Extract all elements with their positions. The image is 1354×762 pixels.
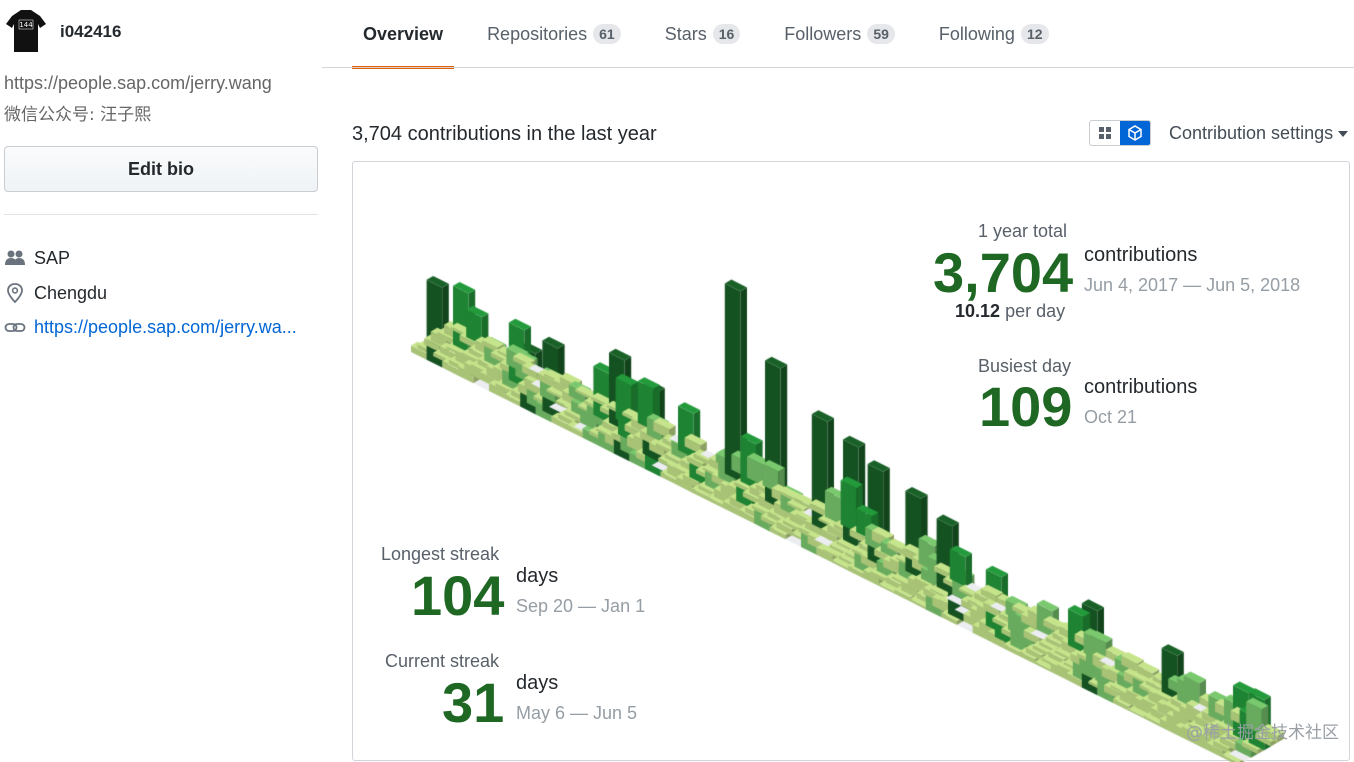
longest-streak-unit: days <box>516 565 559 587</box>
contribution-settings-dropdown[interactable]: Contribution settings <box>1169 123 1349 144</box>
current-streak-value: 31 <box>442 671 505 734</box>
grid-icon <box>1099 127 1111 139</box>
profile-bio-url: https://people.sap.com/jerry.wang <box>4 73 272 93</box>
isometric-contributions-panel: 1 year total 3,704 contributions Jun 4, … <box>352 161 1351 762</box>
contribution-settings-label: Contribution settings <box>1169 123 1334 143</box>
per-day-value: 10.12 <box>955 301 1001 321</box>
current-streak-label: Current streak <box>385 651 500 671</box>
people-icon <box>5 250 25 265</box>
location-name: Chengdu <box>34 282 108 303</box>
year-total-range: Jun 4, 2017 — Jun 5, 2018 <box>1084 275 1301 295</box>
contributions-heading: 3,704 contributions in the last year <box>352 123 657 145</box>
tab-following[interactable]: Following 12 <box>928 0 1060 68</box>
busiest-day-value: 109 <box>979 375 1073 438</box>
longest-streak-value: 104 <box>411 564 505 627</box>
tab-label: Overview <box>363 23 444 44</box>
caret-down-icon <box>1338 131 1349 138</box>
busiest-day-label: Busiest day <box>978 356 1072 376</box>
repositories-count: 61 <box>593 24 621 44</box>
stars-count: 16 <box>712 24 741 44</box>
tab-repositories[interactable]: Repositories 61 <box>476 0 632 68</box>
busiest-day-date: Oct 21 <box>1084 407 1138 427</box>
profile-nav: 144 i042416 Overview Repositories 61 Sta… <box>0 0 1354 69</box>
watermark: @稀土掘金技术社区 <box>1186 723 1339 743</box>
website-link[interactable]: https://people.sap.com/jerry.wa... <box>34 316 297 337</box>
tab-followers[interactable]: Followers 59 <box>773 0 906 68</box>
company-name: SAP <box>34 247 71 268</box>
avatar[interactable]: 144 <box>4 6 48 52</box>
location-icon <box>7 283 23 304</box>
profile-bio-wechat: 微信公众号: 汪子熙 <box>4 105 152 125</box>
year-total-label: 1 year total <box>978 221 1068 241</box>
svg-text:144: 144 <box>19 21 33 29</box>
longest-streak-range: Sep 20 — Jan 1 <box>516 596 646 616</box>
longest-streak-label: Longest streak <box>381 544 500 564</box>
isometric-contribution-graph <box>353 162 1351 762</box>
year-total-unit: contributions <box>1084 244 1198 266</box>
edit-bio-button[interactable]: Edit bio <box>4 146 318 192</box>
link-icon <box>4 323 26 332</box>
cube-icon <box>1128 125 1142 141</box>
tab-label: Following <box>938 23 1015 44</box>
grid-view-button[interactable] <box>1090 121 1120 145</box>
following-count: 12 <box>1020 24 1049 44</box>
username: i042416 <box>60 22 122 41</box>
current-streak-range: May 6 — Jun 5 <box>516 703 638 723</box>
followers-count: 59 <box>867 24 895 44</box>
per-day: 10.12 per day <box>955 301 1065 322</box>
busiest-day-unit: contributions <box>1084 376 1198 398</box>
vcard-company: SAP <box>4 246 70 270</box>
tab-stars[interactable]: Stars 16 <box>654 0 752 68</box>
tab-label: Followers <box>784 23 862 44</box>
sidebar-divider <box>4 214 318 215</box>
tab-overview[interactable]: Overview <box>352 0 455 69</box>
tab-label: Stars <box>664 23 707 44</box>
year-total-value: 3,704 <box>933 241 1074 304</box>
vcard-location: Chengdu <box>4 281 107 305</box>
vcard-website: https://people.sap.com/jerry.wa... <box>4 315 297 339</box>
isometric-view-button[interactable] <box>1120 121 1150 145</box>
tab-label: Repositories <box>487 23 588 44</box>
nav-divider <box>322 67 1354 68</box>
tab-list: Overview Repositories 61 Stars 16 Follow… <box>352 0 1082 69</box>
per-day-label: per day <box>1005 301 1066 321</box>
view-toggle <box>1089 120 1151 146</box>
current-streak-unit: days <box>516 672 559 694</box>
